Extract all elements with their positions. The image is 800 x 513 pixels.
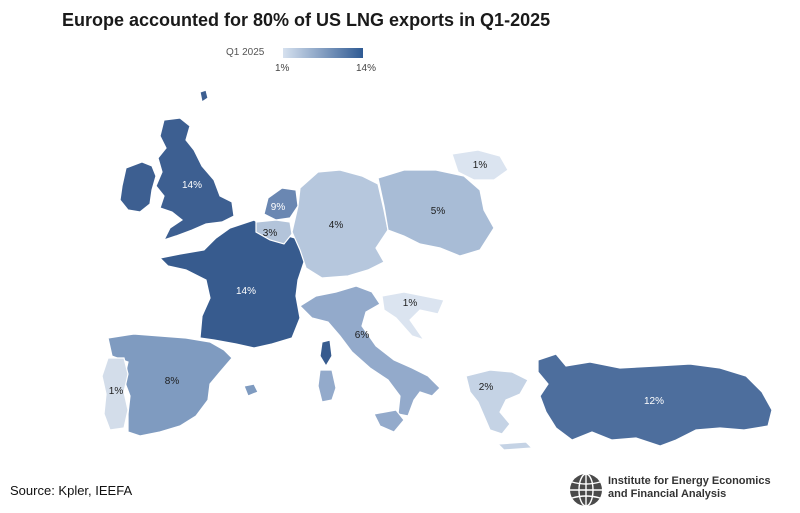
region-greece xyxy=(465,369,529,435)
region-turkey xyxy=(537,353,773,447)
region-portugal xyxy=(101,357,129,431)
value-label-germany: 4% xyxy=(329,220,344,231)
value-label-france: 14% xyxy=(236,286,256,297)
logo-line-1: Institute for Energy Economics xyxy=(608,475,771,487)
value-label-croatia: 1% xyxy=(403,298,418,309)
region-sicily xyxy=(373,409,405,433)
source-note: Source: Kpler, IEEFA xyxy=(10,483,133,498)
logo-text: Institute for Energy Economics and Finan… xyxy=(608,475,771,501)
value-label-turkey: 12% xyxy=(644,396,664,407)
region-sardinia xyxy=(317,369,337,403)
region-belgium xyxy=(255,219,293,245)
region-uk xyxy=(155,117,235,242)
legend-max-label: 14% xyxy=(356,63,377,74)
europe-map: 14% 14% 9% 3% 4% 5% 1% 1% 6% 8% 1% 2% 12… xyxy=(101,89,773,451)
region-lithuania xyxy=(451,149,509,181)
region-crete xyxy=(496,441,534,451)
region-ireland xyxy=(119,161,157,213)
value-label-spain: 8% xyxy=(165,376,180,387)
value-label-belgium: 3% xyxy=(263,228,278,239)
value-label-netherlands: 9% xyxy=(271,202,286,213)
value-label-lithuania: 1% xyxy=(473,160,488,171)
region-poland xyxy=(377,169,495,257)
region-netherlands xyxy=(263,187,299,221)
region-italy xyxy=(299,285,441,417)
region-croatia xyxy=(381,291,445,342)
color-legend: Q1 2025 1% 14% xyxy=(226,46,386,80)
value-label-uk: 14% xyxy=(182,180,202,191)
value-label-italy: 6% xyxy=(355,330,370,341)
logo-line-2: and Financial Analysis xyxy=(608,488,727,500)
value-label-greece: 2% xyxy=(479,382,494,393)
region-germany xyxy=(291,169,389,279)
legend-gradient-bar xyxy=(283,48,363,58)
value-label-portugal: 1% xyxy=(109,386,124,397)
map-title: Europe accounted for 80% of US LNG expor… xyxy=(62,10,551,30)
legend-label: Q1 2025 xyxy=(226,47,265,58)
globe-icon xyxy=(570,473,602,507)
value-label-poland: 5% xyxy=(431,206,446,217)
region-corsica xyxy=(319,339,333,368)
legend-min-label: 1% xyxy=(275,63,290,74)
region-uk-islands xyxy=(199,89,209,103)
ieefa-logo: Institute for Energy Economics and Finan… xyxy=(568,470,788,510)
region-balearic xyxy=(243,383,259,397)
